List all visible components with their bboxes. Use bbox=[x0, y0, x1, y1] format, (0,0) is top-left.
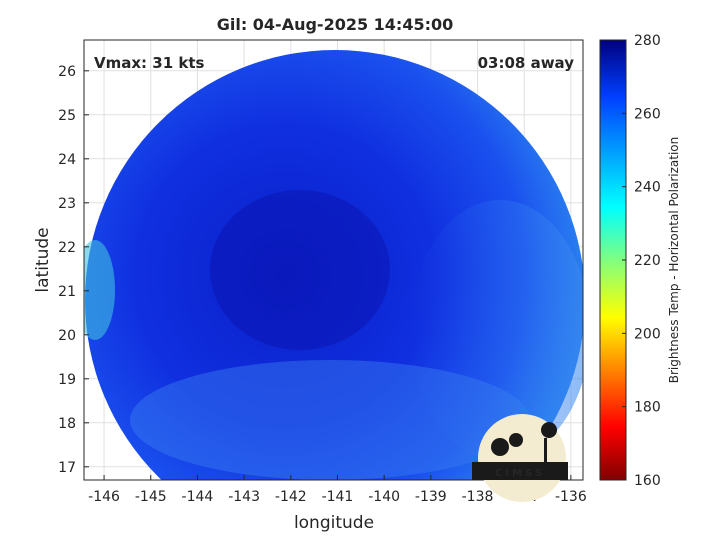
y-axis-label: latitude bbox=[33, 227, 53, 292]
plot-title: Gil: 04-Aug-2025 14:45:00 bbox=[217, 15, 454, 34]
x-tick-label: -146 bbox=[88, 489, 120, 505]
y-tick-label: 18 bbox=[58, 416, 76, 432]
x-tick-label: -140 bbox=[368, 489, 400, 505]
x-axis-label: longitude bbox=[294, 513, 374, 533]
y-tick-label: 22 bbox=[58, 240, 76, 256]
y-tick-label: 17 bbox=[58, 460, 76, 476]
x-tick-label: -136 bbox=[555, 489, 587, 505]
axes-box bbox=[83, 39, 584, 481]
x-tick-label: -145 bbox=[135, 489, 167, 505]
colorbar-tick-label: 220 bbox=[634, 253, 661, 269]
x-tick-label: -143 bbox=[228, 489, 260, 505]
y-tick-label: 20 bbox=[58, 328, 76, 344]
colorbar-tick-label: 260 bbox=[634, 106, 661, 122]
colorbar-tick-label: 200 bbox=[634, 326, 661, 342]
vmax-label: Vmax: 31 kts bbox=[94, 54, 204, 72]
x-tick-label: -141 bbox=[322, 489, 354, 505]
colorbar-label: Brightness Temp - Horizontal Polarizatio… bbox=[667, 137, 681, 384]
logo-text: CIMSS bbox=[495, 468, 545, 479]
colorbar-tick-label: 180 bbox=[634, 400, 661, 416]
y-tick-label: 24 bbox=[58, 152, 76, 168]
y-tick-label: 19 bbox=[58, 372, 76, 388]
y-tick-label: 26 bbox=[58, 64, 76, 80]
satellite-swath bbox=[84, 50, 583, 480]
colorbar-tick-label: 240 bbox=[634, 180, 661, 196]
cimss-logo: CIMSS bbox=[472, 414, 568, 502]
y-tick-label: 21 bbox=[58, 284, 76, 300]
colorbar-tick-label: 160 bbox=[634, 473, 661, 489]
x-tick-label: -144 bbox=[182, 489, 214, 505]
x-tick-label: -142 bbox=[275, 489, 307, 505]
x-tick-label: -138 bbox=[462, 489, 494, 505]
y-tick-label: 25 bbox=[58, 108, 76, 124]
colorbar-tick-label: 280 bbox=[634, 33, 661, 49]
y-tick-label: 23 bbox=[58, 196, 76, 212]
x-tick-label: -139 bbox=[415, 489, 447, 505]
away-label: 03:08 away bbox=[478, 54, 575, 72]
